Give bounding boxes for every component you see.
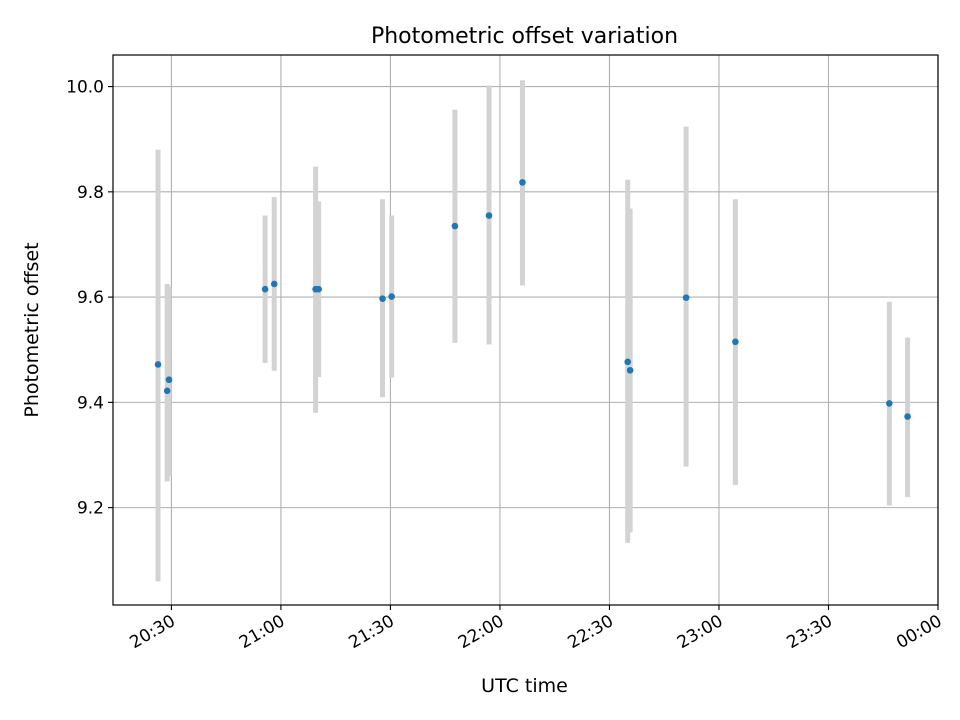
y-tick-label: 9.6 [77,288,104,308]
data-point [626,366,634,374]
data-point [451,222,459,230]
y-tick-label: 10.0 [66,78,104,98]
data-point [165,376,173,384]
data-points [154,179,911,420]
y-tick-label: 9.4 [77,393,104,413]
data-point [270,280,278,288]
data-point [261,285,269,293]
data-point [886,400,893,407]
data-point [519,179,526,186]
y-tick-label: 9.2 [77,499,104,519]
data-point [388,293,395,300]
data-point [379,295,386,302]
plot-area-frame [112,54,939,606]
data-point [315,285,322,293]
data-point [163,387,171,395]
data-point [682,294,690,301]
data-point [485,212,493,219]
data-point [904,413,911,420]
x-axis-label: UTC time [481,675,568,697]
y-axis-ticks: 9.2 9.4 9.6 9.8 10.0 [66,78,113,519]
data-point [732,338,739,346]
data-point [154,361,162,368]
y-tick-label: 9.8 [77,183,104,203]
y-axis-label: Photometric offset [21,242,43,417]
grid-lines [113,55,939,605]
data-point [624,358,632,366]
chart-title: Photometric offset variation [371,24,678,49]
